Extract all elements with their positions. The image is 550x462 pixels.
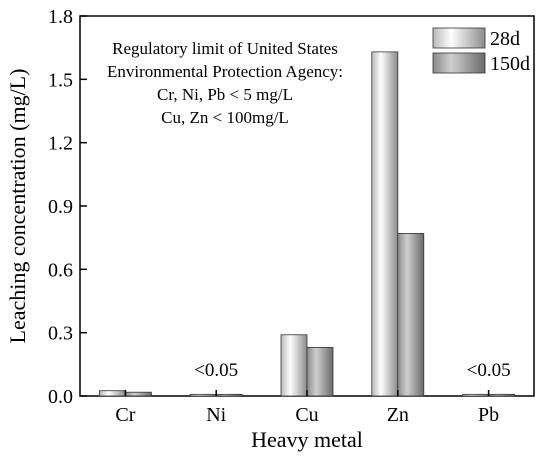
annotation-line-1: Environmental Protection Agency: [107, 62, 343, 81]
x-axis: Cr Ni Cu Zn Pb [115, 390, 499, 426]
y-tick-label-5: 1.5 [48, 69, 73, 91]
bar-cr-150d [125, 391, 152, 397]
y-tick-label-1: 0.3 [48, 323, 73, 345]
bars-group [99, 51, 516, 397]
data-label-ni: <0.05 [194, 360, 238, 381]
y-tick-label-2: 0.6 [48, 259, 73, 281]
x-tick-label-zn: Zn [387, 404, 409, 426]
data-label-pb: <0.05 [467, 360, 511, 381]
x-tick-label-ni: Ni [206, 404, 226, 426]
regulatory-annotation: Regulatory limit of United States Environ… [107, 39, 343, 127]
legend-swatch-150d [432, 52, 486, 74]
y-tick-label-3: 0.9 [48, 196, 73, 218]
bar-pb-150d [488, 393, 516, 397]
bar-ni-150d [215, 393, 243, 397]
legend-swatch-28d [432, 27, 486, 49]
y-axis: 0.0 0.3 0.6 0.9 1.2 1.5 1.8 [48, 6, 87, 408]
x-axis-title: Heavy metal [251, 427, 363, 452]
legend-label-150d: 150d [490, 53, 530, 75]
y-tick-label-4: 1.2 [48, 133, 73, 155]
legend: 28d 150d [432, 27, 530, 75]
bar-zn-28d [371, 51, 399, 397]
x-tick-label-pb: Pb [478, 404, 499, 426]
data-labels: <0.05 <0.05 [194, 360, 510, 381]
x-tick-label-cr: Cr [115, 404, 135, 426]
y-axis-title: Leaching concentration (mg/L) [5, 69, 30, 344]
bar-pb-28d [462, 393, 490, 397]
x-tick-label-cu: Cu [295, 404, 318, 426]
y-tick-label-6: 1.8 [48, 6, 73, 28]
legend-label-28d: 28d [490, 28, 520, 50]
bar-zn-150d [397, 233, 425, 397]
y-tick-label-0: 0.0 [48, 386, 73, 408]
bar-cr-28d [99, 390, 126, 397]
annotation-line-0: Regulatory limit of United States [112, 39, 338, 58]
bar-cu-28d [280, 334, 308, 397]
annotation-line-3: Cu, Zn < 100mg/L [161, 108, 289, 127]
annotation-line-2: Cr, Ni, Pb < 5 mg/L [157, 85, 293, 104]
bar-ni-28d [189, 393, 217, 397]
bar-cu-150d [306, 347, 334, 397]
